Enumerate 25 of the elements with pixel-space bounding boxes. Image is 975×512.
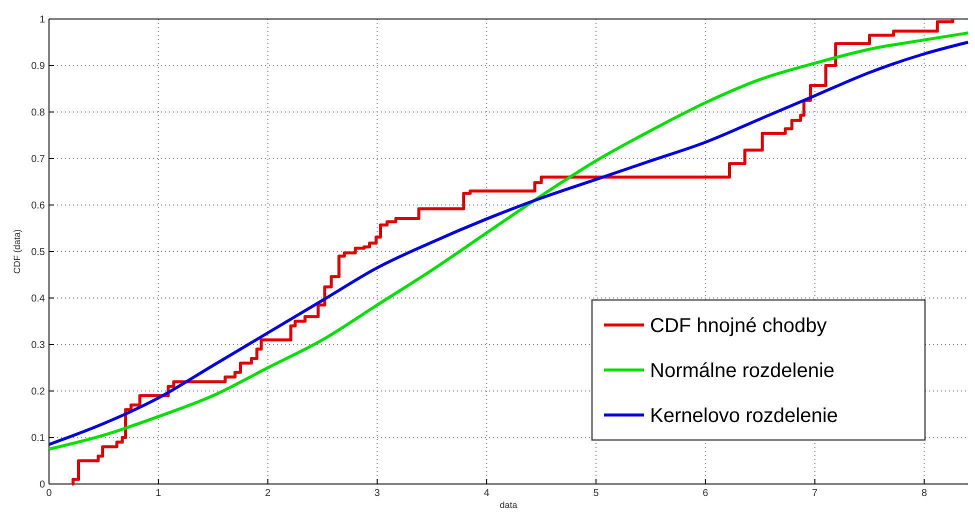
x-tick-label: 5 [593, 488, 600, 499]
y-tick-label: 0.3 [31, 340, 46, 351]
y-tick-label: 0 [39, 480, 46, 490]
y-tick-label: 0.1 [31, 433, 46, 444]
legend-label: Normálne rozdelenie [650, 360, 835, 382]
y-tick-label: 0.8 [31, 108, 46, 118]
y-tick-label: 0.9 [31, 61, 46, 72]
y-tick-label: 0.4 [31, 294, 46, 304]
y-tick-label: 0.7 [31, 154, 46, 165]
x-tick-label: 8 [921, 488, 928, 499]
x-tick-label: 0 [46, 488, 52, 499]
x-tick-label: 1 [156, 488, 162, 499]
x-tick-label: 6 [702, 488, 709, 499]
y-tick-label: 0.2 [31, 386, 46, 398]
x-tick-label: 7 [812, 488, 818, 499]
x-tick-label: 4 [484, 488, 490, 499]
y-axis-title: CDF (data) [12, 229, 22, 274]
y-tick-label: 0.5 [31, 247, 46, 258]
x-axis-title: data [500, 500, 518, 510]
y-tick-label: 0.6 [31, 200, 46, 212]
x-tick-label: 2 [265, 488, 272, 499]
legend-label: CDF hnojné chodby [650, 315, 827, 337]
y-tick-label: 1 [39, 14, 46, 26]
legend-label: Kernelovo rozdelenie [650, 405, 838, 427]
x-tick-label: 3 [374, 488, 380, 499]
